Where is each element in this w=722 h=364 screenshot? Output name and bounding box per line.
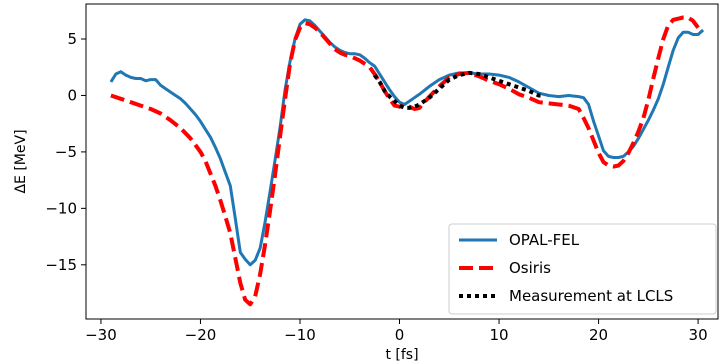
y-tick-label: −5 (55, 143, 77, 161)
x-tick-label: 20 (589, 326, 608, 344)
legend-box (448, 223, 717, 315)
legend-label-measurement: Measurement at LCLS (509, 287, 673, 305)
legend-label-opal-fel: OPAL-FEL (509, 231, 580, 249)
y-axis-label: ΔE [MeV] (13, 129, 29, 193)
series-layer (109, 15, 705, 307)
series-line-osiris (110, 15, 700, 307)
x-tick-label: 30 (689, 326, 708, 344)
x-tick-label: −20 (185, 326, 217, 344)
y-tick-label: 0 (67, 86, 77, 104)
y-tick-label: 5 (67, 30, 77, 48)
x-tick-label: −10 (284, 326, 316, 344)
legend: OPAL-FEL Osiris Measurement at LCLS (448, 223, 717, 315)
y-tick-label: −10 (45, 199, 77, 217)
x-tick-label: 0 (395, 326, 405, 344)
x-tick-label: −30 (85, 326, 117, 344)
y-tick-label: −15 (45, 256, 77, 274)
x-tick-label: 10 (489, 326, 508, 344)
x-axis-label: t [fs] (385, 347, 418, 363)
legend-label-osiris: Osiris (509, 259, 551, 277)
plot-frame (85, 3, 719, 320)
series-line-opal-fel (109, 18, 705, 267)
axis-layer: −30 −20 −10 0 10 20 30 5 0 −5 −10 −15 (45, 30, 707, 344)
